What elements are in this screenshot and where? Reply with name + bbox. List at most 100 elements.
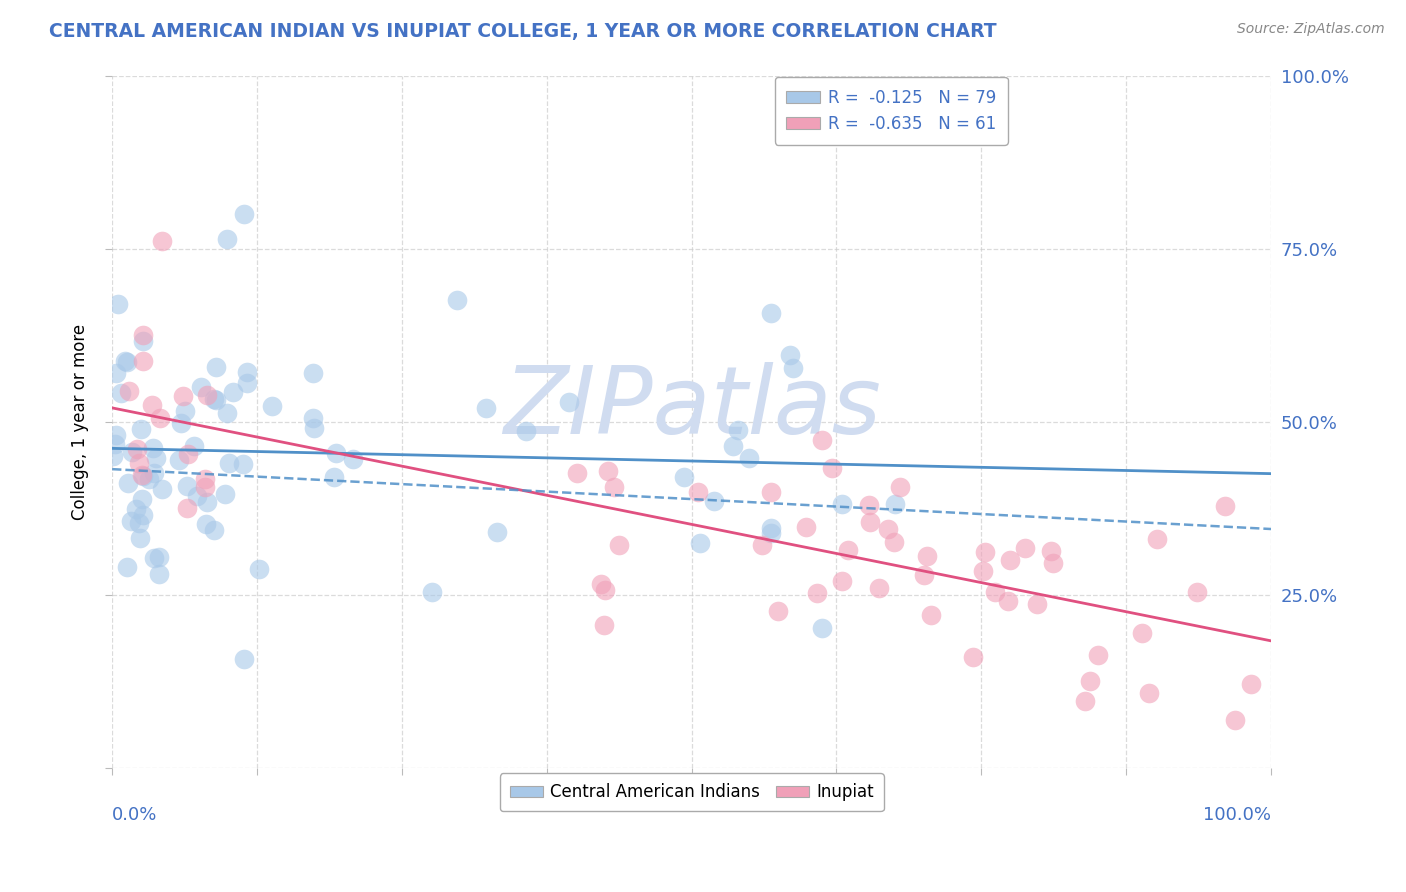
Point — [565, 466, 588, 480]
Point — [727, 423, 749, 437]
Point — [125, 501, 148, 516]
Point — [132, 353, 155, 368]
Point — [779, 348, 801, 362]
Point — [131, 468, 153, 483]
Point — [782, 360, 804, 375]
Point — [810, 433, 832, 447]
Point — [342, 451, 364, 466]
Point — [217, 232, 239, 246]
Point — [883, 535, 905, 549]
Point — [118, 384, 141, 399]
Point — [759, 525, 782, 540]
Point — [1040, 543, 1063, 558]
Point — [115, 355, 138, 369]
Point — [138, 472, 160, 486]
Point — [766, 604, 789, 618]
Point — [721, 439, 744, 453]
Text: CENTRAL AMERICAN INDIAN VS INUPIAT COLLEGE, 1 YEAR OR MORE CORRELATION CHART: CENTRAL AMERICAN INDIAN VS INUPIAT COLLE… — [49, 22, 997, 41]
Point — [204, 359, 226, 374]
Point — [177, 447, 200, 461]
Point — [218, 457, 240, 471]
Point — [301, 411, 323, 425]
Point — [186, 489, 208, 503]
Point — [868, 582, 890, 596]
Point — [120, 514, 142, 528]
Point — [607, 538, 630, 552]
Point — [128, 456, 150, 470]
Point — [202, 392, 225, 406]
Point — [603, 480, 626, 494]
Point — [110, 386, 132, 401]
Point — [837, 543, 859, 558]
Point — [149, 410, 172, 425]
Point — [831, 574, 853, 588]
Point — [304, 421, 326, 435]
Point — [1130, 626, 1153, 640]
Point — [702, 494, 724, 508]
Point — [131, 491, 153, 506]
Point — [103, 449, 125, 463]
Point — [148, 567, 170, 582]
Point — [236, 365, 259, 379]
Point — [127, 442, 149, 456]
Point — [204, 393, 226, 408]
Point — [811, 621, 834, 635]
Point — [172, 389, 194, 403]
Point — [143, 551, 166, 566]
Point — [145, 451, 167, 466]
Point — [235, 376, 257, 390]
Point — [233, 651, 256, 665]
Point — [998, 553, 1021, 567]
Point — [128, 532, 150, 546]
Point — [1213, 499, 1236, 513]
Point — [1087, 648, 1109, 662]
Point — [912, 568, 935, 582]
Point — [104, 428, 127, 442]
Point — [689, 536, 711, 550]
Point — [962, 649, 984, 664]
Point — [132, 334, 155, 348]
Point — [486, 525, 509, 540]
Point — [761, 484, 783, 499]
Point — [132, 328, 155, 343]
Point — [115, 560, 138, 574]
Point — [302, 366, 325, 380]
Point — [129, 421, 152, 435]
Point — [195, 495, 218, 509]
Point — [169, 452, 191, 467]
Point — [598, 464, 620, 478]
Text: ZIPatlas: ZIPatlas — [503, 362, 880, 453]
Text: 100.0%: 100.0% — [1204, 805, 1271, 824]
Legend: Central American Indians, Inupiat: Central American Indians, Inupiat — [499, 773, 884, 812]
Point — [194, 480, 217, 494]
Point — [920, 607, 942, 622]
Point — [1025, 598, 1047, 612]
Text: Source: ZipAtlas.com: Source: ZipAtlas.com — [1237, 22, 1385, 37]
Point — [128, 516, 150, 530]
Point — [858, 498, 880, 512]
Point — [104, 436, 127, 450]
Point — [190, 380, 212, 394]
Point — [150, 483, 173, 497]
Point — [972, 564, 994, 578]
Point — [997, 594, 1019, 608]
Point — [260, 399, 283, 413]
Point — [1185, 585, 1208, 599]
Point — [150, 235, 173, 249]
Point — [759, 305, 782, 319]
Point — [915, 549, 938, 564]
Point — [884, 497, 907, 511]
Point — [1078, 673, 1101, 688]
Y-axis label: College, 1 year or more: College, 1 year or more — [72, 324, 89, 520]
Point — [176, 479, 198, 493]
Point — [831, 497, 853, 511]
Point — [132, 508, 155, 523]
Point — [889, 480, 911, 494]
Point — [194, 473, 217, 487]
Point — [593, 582, 616, 597]
Point — [232, 457, 254, 471]
Point — [686, 484, 709, 499]
Point — [592, 618, 614, 632]
Point — [859, 516, 882, 530]
Point — [325, 446, 347, 460]
